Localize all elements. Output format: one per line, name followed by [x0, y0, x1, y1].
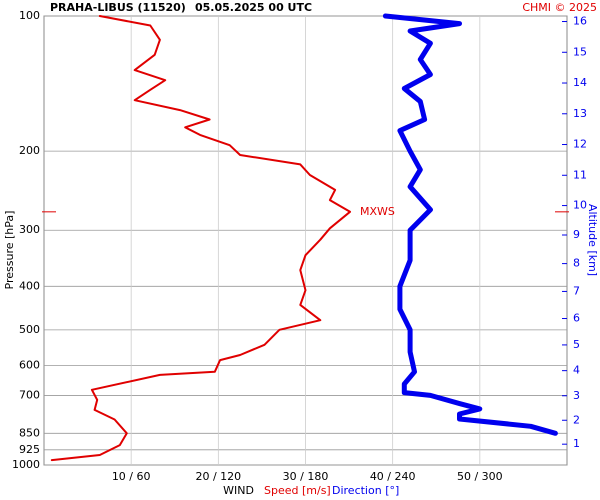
x-tick-label: 50 / 300: [457, 470, 503, 483]
y-axis-label: Pressure [hPa]: [3, 211, 16, 290]
y-tick-label: 600: [19, 358, 40, 371]
y-tick-label: 200: [19, 144, 40, 157]
x-tick-label: 20 / 120: [195, 470, 241, 483]
y-tick-label: 850: [19, 426, 40, 439]
y-tick-label: 300: [19, 223, 40, 236]
legend-entry: Direction [°]: [332, 484, 399, 497]
chart-subtitle: 05.05.2025 00 UTC: [195, 1, 312, 14]
y2-tick-label: 3: [573, 389, 580, 402]
x-tick-label: 40 / 240: [370, 470, 416, 483]
profile-line: [50, 15, 351, 462]
y2-tick-label: 8: [573, 257, 580, 270]
y-tick-label: 1000: [12, 458, 40, 471]
y2-tick-label: 4: [573, 364, 580, 377]
y2-tick-label: 12: [573, 138, 587, 151]
x-tick-label: 10 / 60: [112, 470, 151, 483]
y2-tick-label: 16: [573, 15, 587, 28]
x-tick-label: 30 / 180: [283, 470, 329, 483]
profile-line: [382, 13, 558, 436]
y-tick-label: 100: [19, 9, 40, 22]
chart-title: PRAHA-LIBUS (11520): [50, 1, 186, 14]
legend-entry: Speed [m/s]: [264, 484, 331, 497]
y-tick-label: 500: [19, 323, 40, 336]
y-tick-label: 400: [19, 279, 40, 292]
y-tick-label: 700: [19, 388, 40, 401]
y2-tick-label: 9: [573, 228, 580, 241]
y2-tick-label: 5: [573, 338, 580, 351]
y2-tick-label: 2: [573, 413, 580, 426]
y2-tick-label: 14: [573, 76, 587, 89]
x-axis-label: WIND: [223, 484, 254, 497]
y2-tick-label: 6: [573, 312, 580, 325]
y-tick-label: 925: [19, 443, 40, 456]
y2-tick-label: 10: [573, 199, 587, 212]
y2-tick-label: 13: [573, 107, 587, 120]
y2-tick-label: 11: [573, 168, 587, 181]
annotation: MXWS: [360, 205, 395, 218]
y2-tick-label: 7: [573, 284, 580, 297]
y2-tick-label: 1: [573, 437, 580, 450]
y2-tick-label: 15: [573, 45, 587, 58]
y2-axis-label: Altitude [km]: [586, 204, 599, 276]
credit: CHMI © 2025: [522, 1, 597, 14]
